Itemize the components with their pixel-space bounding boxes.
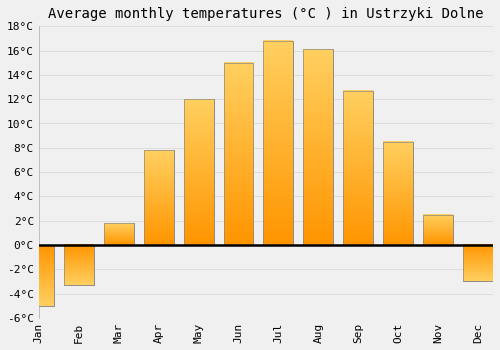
Bar xyxy=(264,41,294,245)
Bar xyxy=(224,63,254,245)
Bar xyxy=(423,215,453,245)
Bar xyxy=(224,63,254,245)
Bar xyxy=(264,41,294,245)
Bar xyxy=(383,142,413,245)
Bar xyxy=(463,245,493,281)
Bar xyxy=(24,245,54,306)
Bar xyxy=(463,245,493,281)
Bar xyxy=(144,150,174,245)
Bar xyxy=(304,49,334,245)
Bar xyxy=(344,91,374,245)
Bar xyxy=(64,245,94,285)
Title: Average monthly temperatures (°C ) in Ustrzyki Dolne: Average monthly temperatures (°C ) in Us… xyxy=(48,7,484,21)
Bar xyxy=(144,150,174,245)
Bar xyxy=(24,245,54,306)
Bar xyxy=(423,215,453,245)
Bar xyxy=(344,91,374,245)
Bar xyxy=(304,49,334,245)
Bar xyxy=(184,99,214,245)
Bar xyxy=(383,142,413,245)
Bar xyxy=(184,99,214,245)
Bar xyxy=(104,223,134,245)
Bar xyxy=(104,223,134,245)
Bar xyxy=(64,245,94,285)
